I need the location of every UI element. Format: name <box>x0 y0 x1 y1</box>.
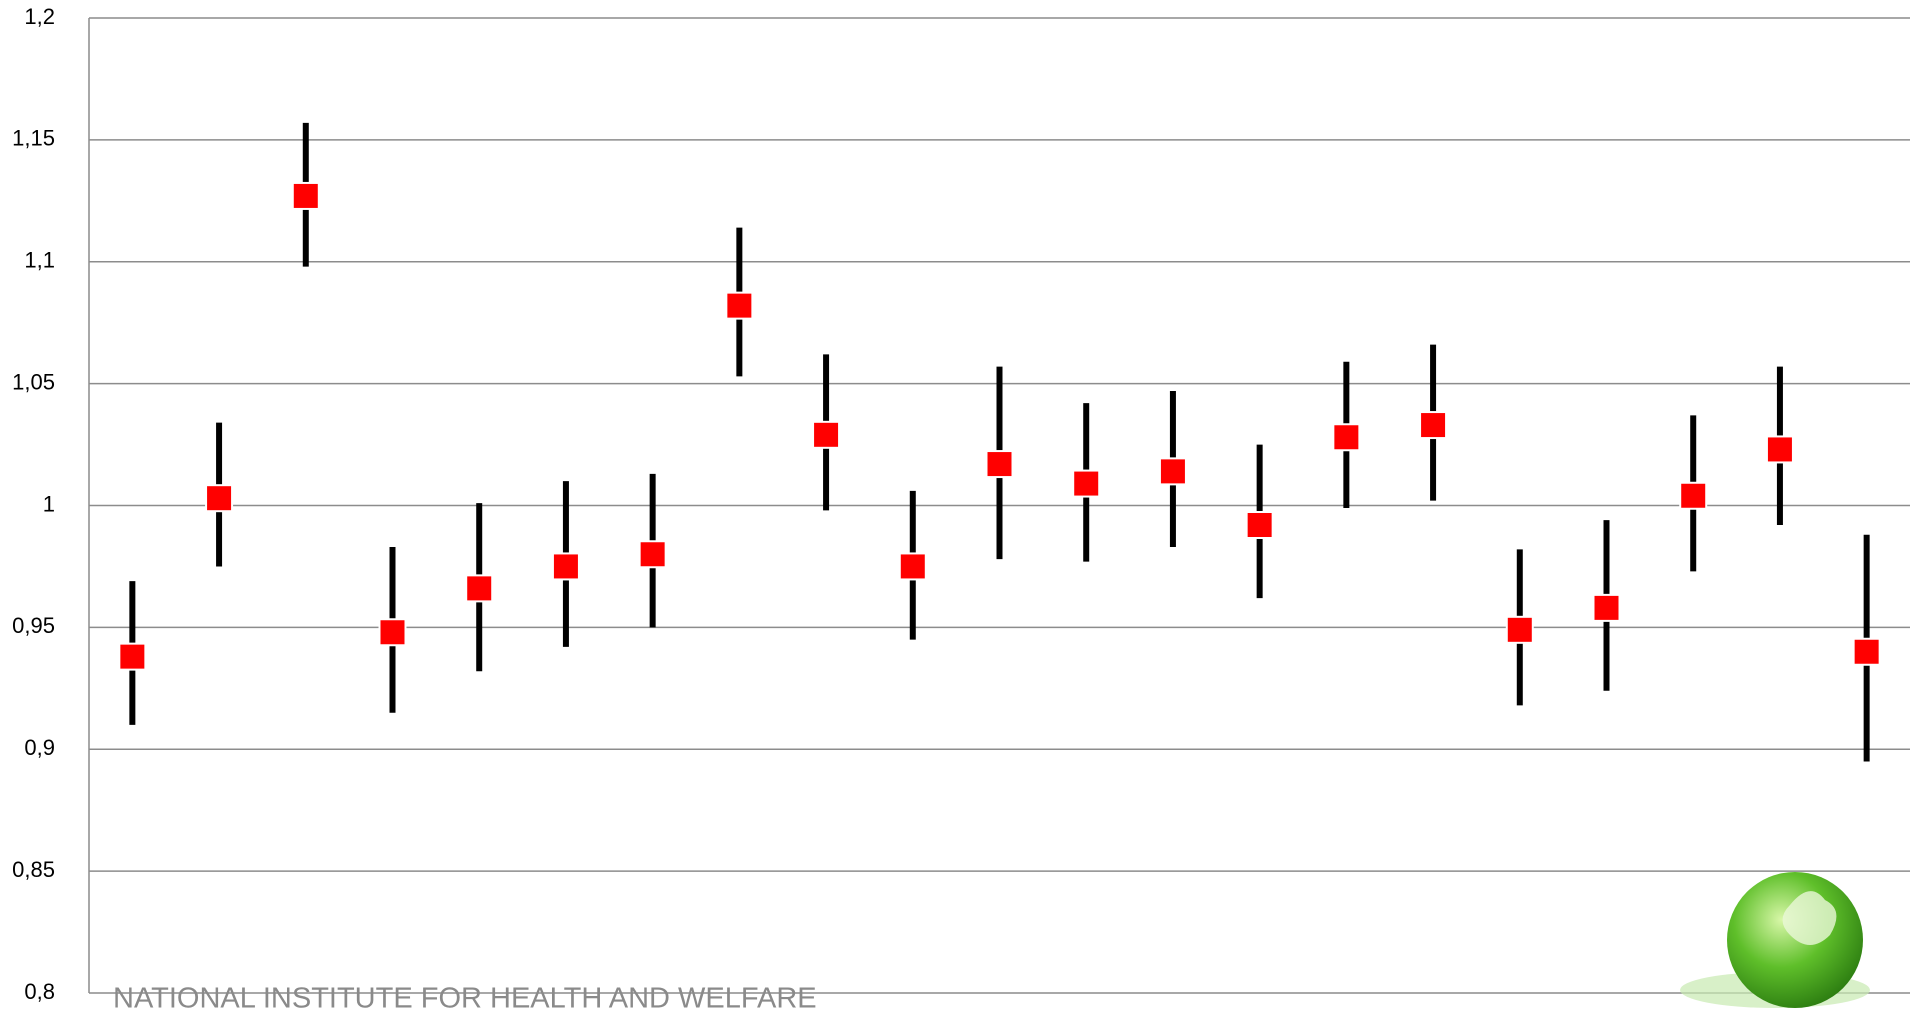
marker <box>1765 435 1794 464</box>
marker <box>551 552 580 581</box>
marker <box>1332 423 1361 452</box>
y-tick-label: 0,85 <box>12 857 55 882</box>
y-tick-label: 1 <box>43 491 55 516</box>
marker <box>1245 511 1274 539</box>
y-tick-label: 0,8 <box>24 979 55 1004</box>
y-tick-label: 1,1 <box>24 248 55 273</box>
y-tick-label: 1,2 <box>24 4 55 29</box>
marker <box>291 181 320 210</box>
marker <box>1072 469 1101 498</box>
marker <box>1505 615 1534 644</box>
marker <box>465 574 494 603</box>
marker <box>725 291 754 320</box>
footer: NATIONAL INSTITUTE FOR HEALTH AND WELFAR… <box>113 983 817 1012</box>
marker <box>1852 637 1881 666</box>
marker <box>1679 481 1708 510</box>
marker <box>205 484 234 513</box>
marker <box>1158 457 1187 486</box>
marker <box>898 552 927 581</box>
y-tick-label: 0,9 <box>24 735 55 760</box>
y-tick-label: 1,05 <box>12 369 55 394</box>
y-tick-label: 0,95 <box>12 613 55 638</box>
marker <box>985 450 1014 479</box>
y-tick-label: 1,15 <box>12 126 55 151</box>
marker <box>1419 411 1448 440</box>
marker <box>1592 593 1621 622</box>
marker <box>378 618 407 647</box>
logo-leaf <box>1782 891 1837 945</box>
marker <box>812 420 841 449</box>
marker <box>118 642 147 671</box>
logo <box>1727 872 1863 1008</box>
marker <box>638 540 667 569</box>
